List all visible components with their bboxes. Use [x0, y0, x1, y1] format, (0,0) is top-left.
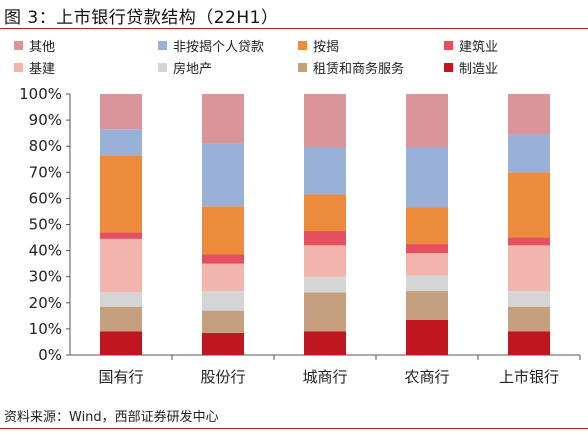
y-tick-label: 80% — [29, 137, 62, 155]
legend-item: 按揭 — [298, 36, 339, 55]
legend-label: 租赁和商务服务 — [313, 62, 405, 77]
bar-segment — [406, 275, 448, 292]
bar-segment — [304, 276, 346, 293]
y-tick-label: 10% — [29, 320, 62, 338]
legend-label: 基建 — [29, 62, 56, 77]
x-tick-label: 城商行 — [302, 368, 347, 386]
bar-segment — [406, 253, 448, 276]
legend-label: 其他 — [29, 40, 56, 55]
bar-segment — [304, 194, 346, 232]
legend-swatch — [158, 41, 167, 50]
legend-item: 建筑业 — [444, 36, 498, 55]
bar-segment — [508, 245, 550, 292]
legend-swatch — [158, 63, 167, 72]
bar-segment — [508, 172, 550, 238]
bar-segment — [406, 244, 448, 254]
legend-swatch — [444, 63, 453, 72]
bar-segment — [202, 291, 244, 311]
bar-segment — [100, 94, 142, 130]
legend-label: 按揭 — [313, 40, 340, 55]
legend-label: 非按揭个人贷款 — [173, 40, 265, 55]
bar-segment — [100, 232, 142, 239]
legend-item: 房地产 — [158, 58, 212, 77]
legend-swatch — [444, 41, 453, 50]
legend-item: 其他 — [14, 36, 55, 55]
bar-segment — [304, 147, 346, 195]
figure-title: 图 3：上市银行贷款结构（22H1） — [4, 8, 279, 28]
bar-segment — [508, 134, 550, 173]
bar-segment — [406, 319, 448, 355]
bar-segment — [406, 147, 448, 208]
y-tick-label: 60% — [29, 189, 62, 207]
bar-segment — [406, 291, 448, 320]
bottom-rule — [0, 428, 588, 429]
bar-segment — [100, 129, 142, 156]
y-tick-label: 90% — [29, 111, 62, 129]
legend-item: 基建 — [14, 58, 55, 77]
bar-segment — [202, 263, 244, 292]
bar-segment — [202, 254, 244, 264]
y-tick-label: 20% — [29, 294, 62, 312]
x-tick-label: 上市银行 — [499, 368, 559, 386]
chart-legend: 其他 非按揭个人贷款 按揭 建筑业基建 房地产 租赁和商务服务 制造业 — [0, 34, 588, 78]
y-tick-label: 100% — [19, 85, 62, 103]
legend-swatch — [298, 41, 307, 50]
bar-segment — [304, 245, 346, 277]
x-tick-label: 农商行 — [404, 368, 449, 386]
bar-segment — [202, 94, 244, 144]
bar-segment — [508, 94, 550, 135]
bar-segment — [202, 332, 244, 355]
legend-swatch — [298, 63, 307, 72]
bar-segment — [508, 331, 550, 355]
bar-segment — [406, 207, 448, 245]
y-tick-label: 0% — [38, 346, 62, 364]
y-tick-label: 30% — [29, 268, 62, 286]
bar-segment — [100, 331, 142, 355]
bar-segment — [304, 231, 346, 246]
stacked-bar-chart: 0% 10% 20% 30% 40% 50% 60% 70% 80% 90% 100% 国有行 股份行 城… — [19, 85, 581, 386]
legend-label: 制造业 — [459, 62, 499, 77]
bar-segment — [406, 94, 448, 148]
bar-segment — [202, 206, 244, 255]
bar-segment — [100, 238, 142, 293]
legend-label: 房地产 — [173, 62, 213, 77]
x-tick-label: 国有行 — [98, 368, 143, 386]
legend-item: 租赁和商务服务 — [298, 58, 404, 77]
bar-segment — [508, 306, 550, 332]
bar-segment — [202, 143, 244, 207]
bar-segment — [304, 292, 346, 332]
x-tick-label: 股份行 — [200, 368, 245, 386]
legend-swatch — [14, 41, 23, 50]
y-tick-label: 50% — [29, 216, 62, 234]
bar-segment — [304, 94, 346, 148]
bar-segment — [508, 291, 550, 307]
bar-segment — [100, 306, 142, 332]
bar-segment — [202, 310, 244, 333]
legend-label: 建筑业 — [459, 40, 499, 55]
bar-segment — [100, 155, 142, 233]
source-note: 资料来源：Wind，西部证券研发中心 — [4, 410, 219, 425]
title-bar: 图 3：上市银行贷款结构（22H1） — [0, 0, 588, 29]
legend-item: 非按揭个人贷款 — [158, 36, 264, 55]
y-tick-label: 70% — [29, 163, 62, 181]
y-tick-label: 40% — [29, 242, 62, 260]
legend-item: 制造业 — [444, 58, 498, 77]
legend-swatch — [14, 63, 23, 72]
bar-segment — [304, 331, 346, 355]
bar-segment — [508, 237, 550, 246]
bar-segment — [100, 292, 142, 307]
